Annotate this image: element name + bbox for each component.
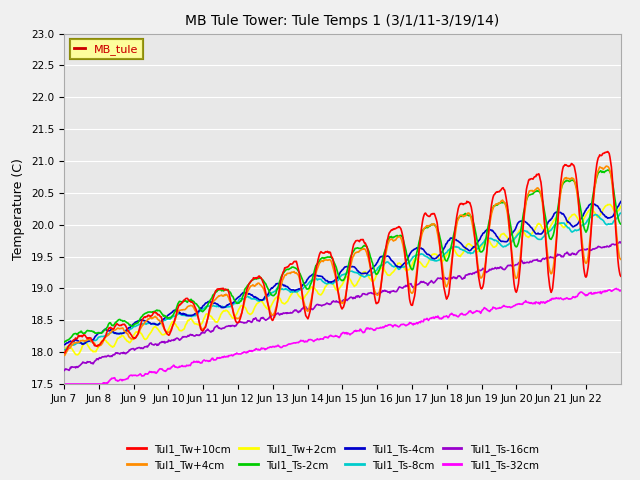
Title: MB Tule Tower: Tule Temps 1 (3/1/11-3/19/14): MB Tule Tower: Tule Temps 1 (3/1/11-3/19…: [185, 14, 500, 28]
Y-axis label: Temperature (C): Temperature (C): [12, 158, 26, 260]
Legend: MB_tule: MB_tule: [70, 39, 143, 59]
Legend: Tul1_Tw+10cm, Tul1_Tw+4cm, Tul1_Tw+2cm, Tul1_Ts-2cm, Tul1_Ts-4cm, Tul1_Ts-8cm, T: Tul1_Tw+10cm, Tul1_Tw+4cm, Tul1_Tw+2cm, …: [123, 439, 543, 475]
